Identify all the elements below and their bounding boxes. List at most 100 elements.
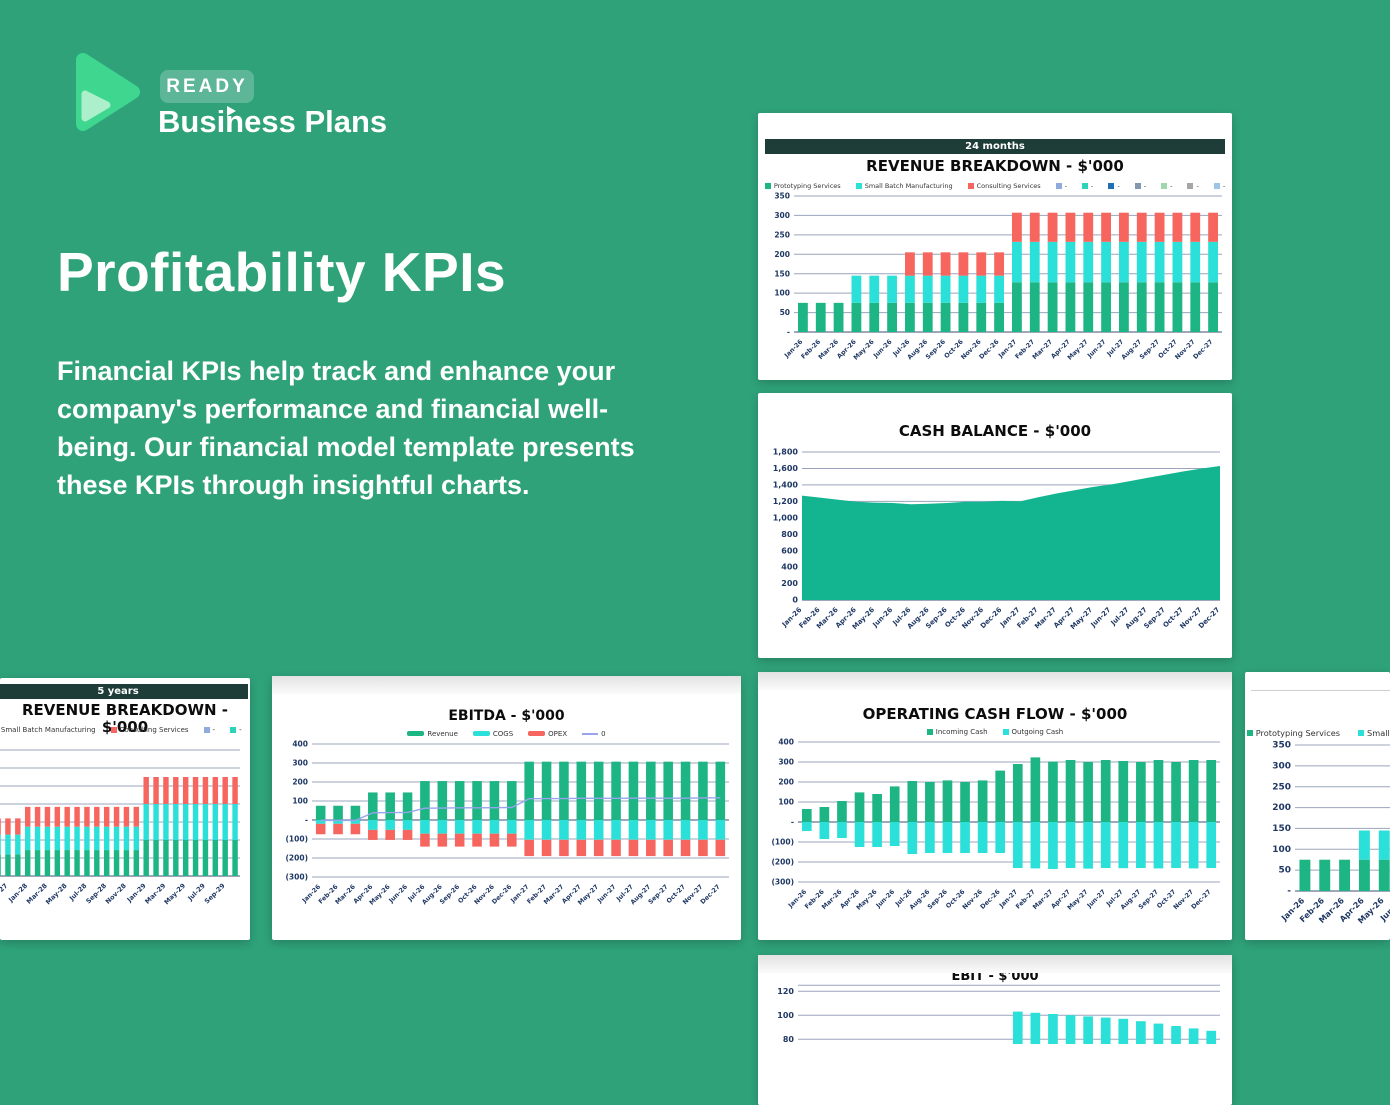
svg-text:120: 120	[777, 987, 794, 996]
svg-text:400: 400	[292, 740, 308, 749]
svg-text:-: -	[1287, 887, 1291, 897]
panel-top-fade	[758, 672, 1232, 690]
svg-text:Jun-26: Jun-26	[874, 888, 896, 910]
svg-text:300: 300	[774, 211, 790, 220]
svg-text:1,600: 1,600	[773, 464, 799, 473]
legend-item: Small Batch Manufacturing	[855, 182, 953, 190]
svg-text:150: 150	[774, 269, 790, 278]
chart-canvas: 120 100 80	[777, 984, 1220, 1044]
panel-revenue-breakdown-24m: 24 months REVENUE BREAKDOWN - $'000 Prot…	[758, 113, 1232, 380]
legend-item: Small Batch Manufacturing	[0, 725, 96, 734]
svg-text:50: 50	[780, 308, 790, 317]
chart-title: OPERATING CASH FLOW - $'000	[862, 705, 1128, 723]
chart-legend: Incoming Cash Outgoing Cash	[764, 727, 1226, 736]
svg-text:Sep-27: Sep-27	[1139, 338, 1161, 360]
svg-text:-: -	[787, 328, 790, 337]
legend-item: COGS	[472, 730, 513, 738]
panel-top-fade	[272, 676, 741, 694]
panel-revenue-breakdown-partial: Prototyping Services Small Batch Manufact…	[1245, 672, 1390, 940]
chart-canvas: Mar-27May-27Jul-27Sep-27Nov-27Jan-28Mar-…	[0, 749, 240, 906]
svg-text:Dec-26: Dec-26	[978, 338, 1001, 361]
panel-operating-cash-flow: OPERATING CASH FLOW - $'000 Incoming Cas…	[758, 672, 1232, 940]
svg-text:100: 100	[292, 797, 308, 806]
legend-swatch-icon	[1161, 182, 1168, 189]
legend-item: -	[1187, 182, 1199, 190]
chart-canvas: 400300200100-(100)(200)(300)Jan-26Feb-26…	[771, 738, 1220, 912]
legend-item: -	[203, 726, 215, 734]
legend-item: Incoming Cash	[926, 728, 988, 736]
svg-text:Sep-27: Sep-27	[1137, 888, 1159, 910]
svg-text:Jun-27: Jun-27	[1089, 606, 1113, 630]
panel-top-rule	[1251, 690, 1390, 691]
legend-swatch-icon	[926, 728, 933, 735]
revenue-breakdown-partial-chart: Prototyping Services Small Batch Manufact…	[1245, 728, 1390, 940]
svg-text:100: 100	[777, 1011, 794, 1020]
legend-item: -	[230, 726, 242, 734]
svg-text:(100): (100)	[285, 835, 308, 844]
svg-text:200: 200	[292, 778, 308, 787]
legend-item: Small Batch Manufacturing	[1358, 728, 1390, 738]
legend-item: -	[1134, 182, 1146, 190]
svg-text:(200): (200)	[771, 858, 794, 867]
svg-text:300: 300	[1272, 761, 1291, 771]
svg-text:80: 80	[783, 1035, 795, 1044]
chart-canvas: 400300200100-(100)(200)(300)Jan-26Feb-26…	[285, 740, 729, 907]
legend-swatch-icon	[764, 182, 771, 189]
legend-item: Outgoing Cash	[1002, 728, 1063, 736]
chart-title: CASH BALANCE - $'000	[898, 422, 1092, 440]
svg-text:1,800: 1,800	[773, 448, 799, 457]
svg-text:May-28: May-28	[44, 881, 69, 906]
svg-text:150: 150	[1272, 824, 1291, 834]
svg-text:400: 400	[778, 738, 794, 747]
legend-swatch-icon	[1358, 729, 1365, 736]
svg-text:-: -	[791, 818, 794, 827]
chart-legend: Prototyping Services Small Batch Manufact…	[764, 181, 1226, 190]
svg-text:600: 600	[781, 546, 798, 555]
brand-play-logo	[76, 53, 140, 131]
svg-text:350: 350	[1272, 741, 1291, 751]
legend-item: Prototyping Services	[764, 182, 841, 190]
svg-text:100: 100	[778, 798, 794, 807]
svg-text:300: 300	[778, 758, 794, 767]
panel-top-fade	[758, 955, 1232, 973]
legend-swatch-icon	[472, 731, 490, 736]
svg-text:Sep-26: Sep-26	[925, 338, 948, 361]
svg-text:0: 0	[792, 596, 798, 605]
svg-text:250: 250	[1272, 782, 1291, 792]
legend-swatch-icon	[855, 182, 862, 189]
legend-item: Revenue	[407, 730, 458, 738]
svg-text:Sep-29: Sep-29	[203, 881, 227, 905]
page-description: Financial KPIs help track and enhance yo…	[57, 356, 635, 500]
chart-title: REVENUE BREAKDOWN - $'000	[866, 157, 1124, 175]
svg-text:Dec-26: Dec-26	[979, 888, 1002, 911]
panel-cash-balance: CASH BALANCE - $'000 1,800 1,600 1,400 1,20…	[758, 393, 1232, 658]
svg-text:1,200: 1,200	[773, 497, 799, 506]
svg-text:1,000: 1,000	[773, 513, 799, 522]
chart-legend: Revenue COGS OPEX 0	[278, 729, 735, 738]
legend-swatch-icon	[110, 726, 117, 733]
panel-revenue-breakdown-5y: 5 years REVENUE BREAKDOWN - $'000 Protot…	[0, 678, 250, 940]
legend-swatch-icon	[1246, 729, 1253, 736]
svg-text:Dec-26: Dec-26	[491, 883, 514, 906]
svg-text:Jun-27: Jun-27	[1085, 888, 1107, 910]
svg-text:-: -	[305, 816, 308, 825]
legend-swatch-icon	[203, 726, 210, 733]
legend-swatch-icon	[1055, 182, 1062, 189]
svg-text:Jun-27: Jun-27	[1086, 338, 1108, 360]
legend-item: Prototyping Services	[1246, 728, 1340, 738]
revenue-breakdown-24m-chart: Prototyping Services Small Batch Manufact…	[758, 181, 1232, 383]
svg-text:1,400: 1,400	[773, 480, 799, 489]
legend-item: -	[1108, 182, 1120, 190]
chart-title: REVENUE BREAKDOWN - $'000	[21, 701, 229, 736]
legend-item: Consulting Services	[967, 182, 1041, 190]
legend-item: Consulting Services	[110, 726, 189, 734]
svg-text:Nov-27: Nov-27	[0, 882, 9, 906]
timeframe-tag: 24 months	[765, 139, 1225, 154]
legend-swatch-icon	[1108, 182, 1115, 189]
chart-canvas: 1,8001,6001,4001,2001,0008006004002000Ja…	[773, 448, 1222, 632]
svg-text:400: 400	[781, 563, 798, 572]
svg-text:250: 250	[774, 230, 790, 239]
legend-item: -	[1161, 182, 1172, 190]
legend-item: 0	[582, 730, 606, 738]
